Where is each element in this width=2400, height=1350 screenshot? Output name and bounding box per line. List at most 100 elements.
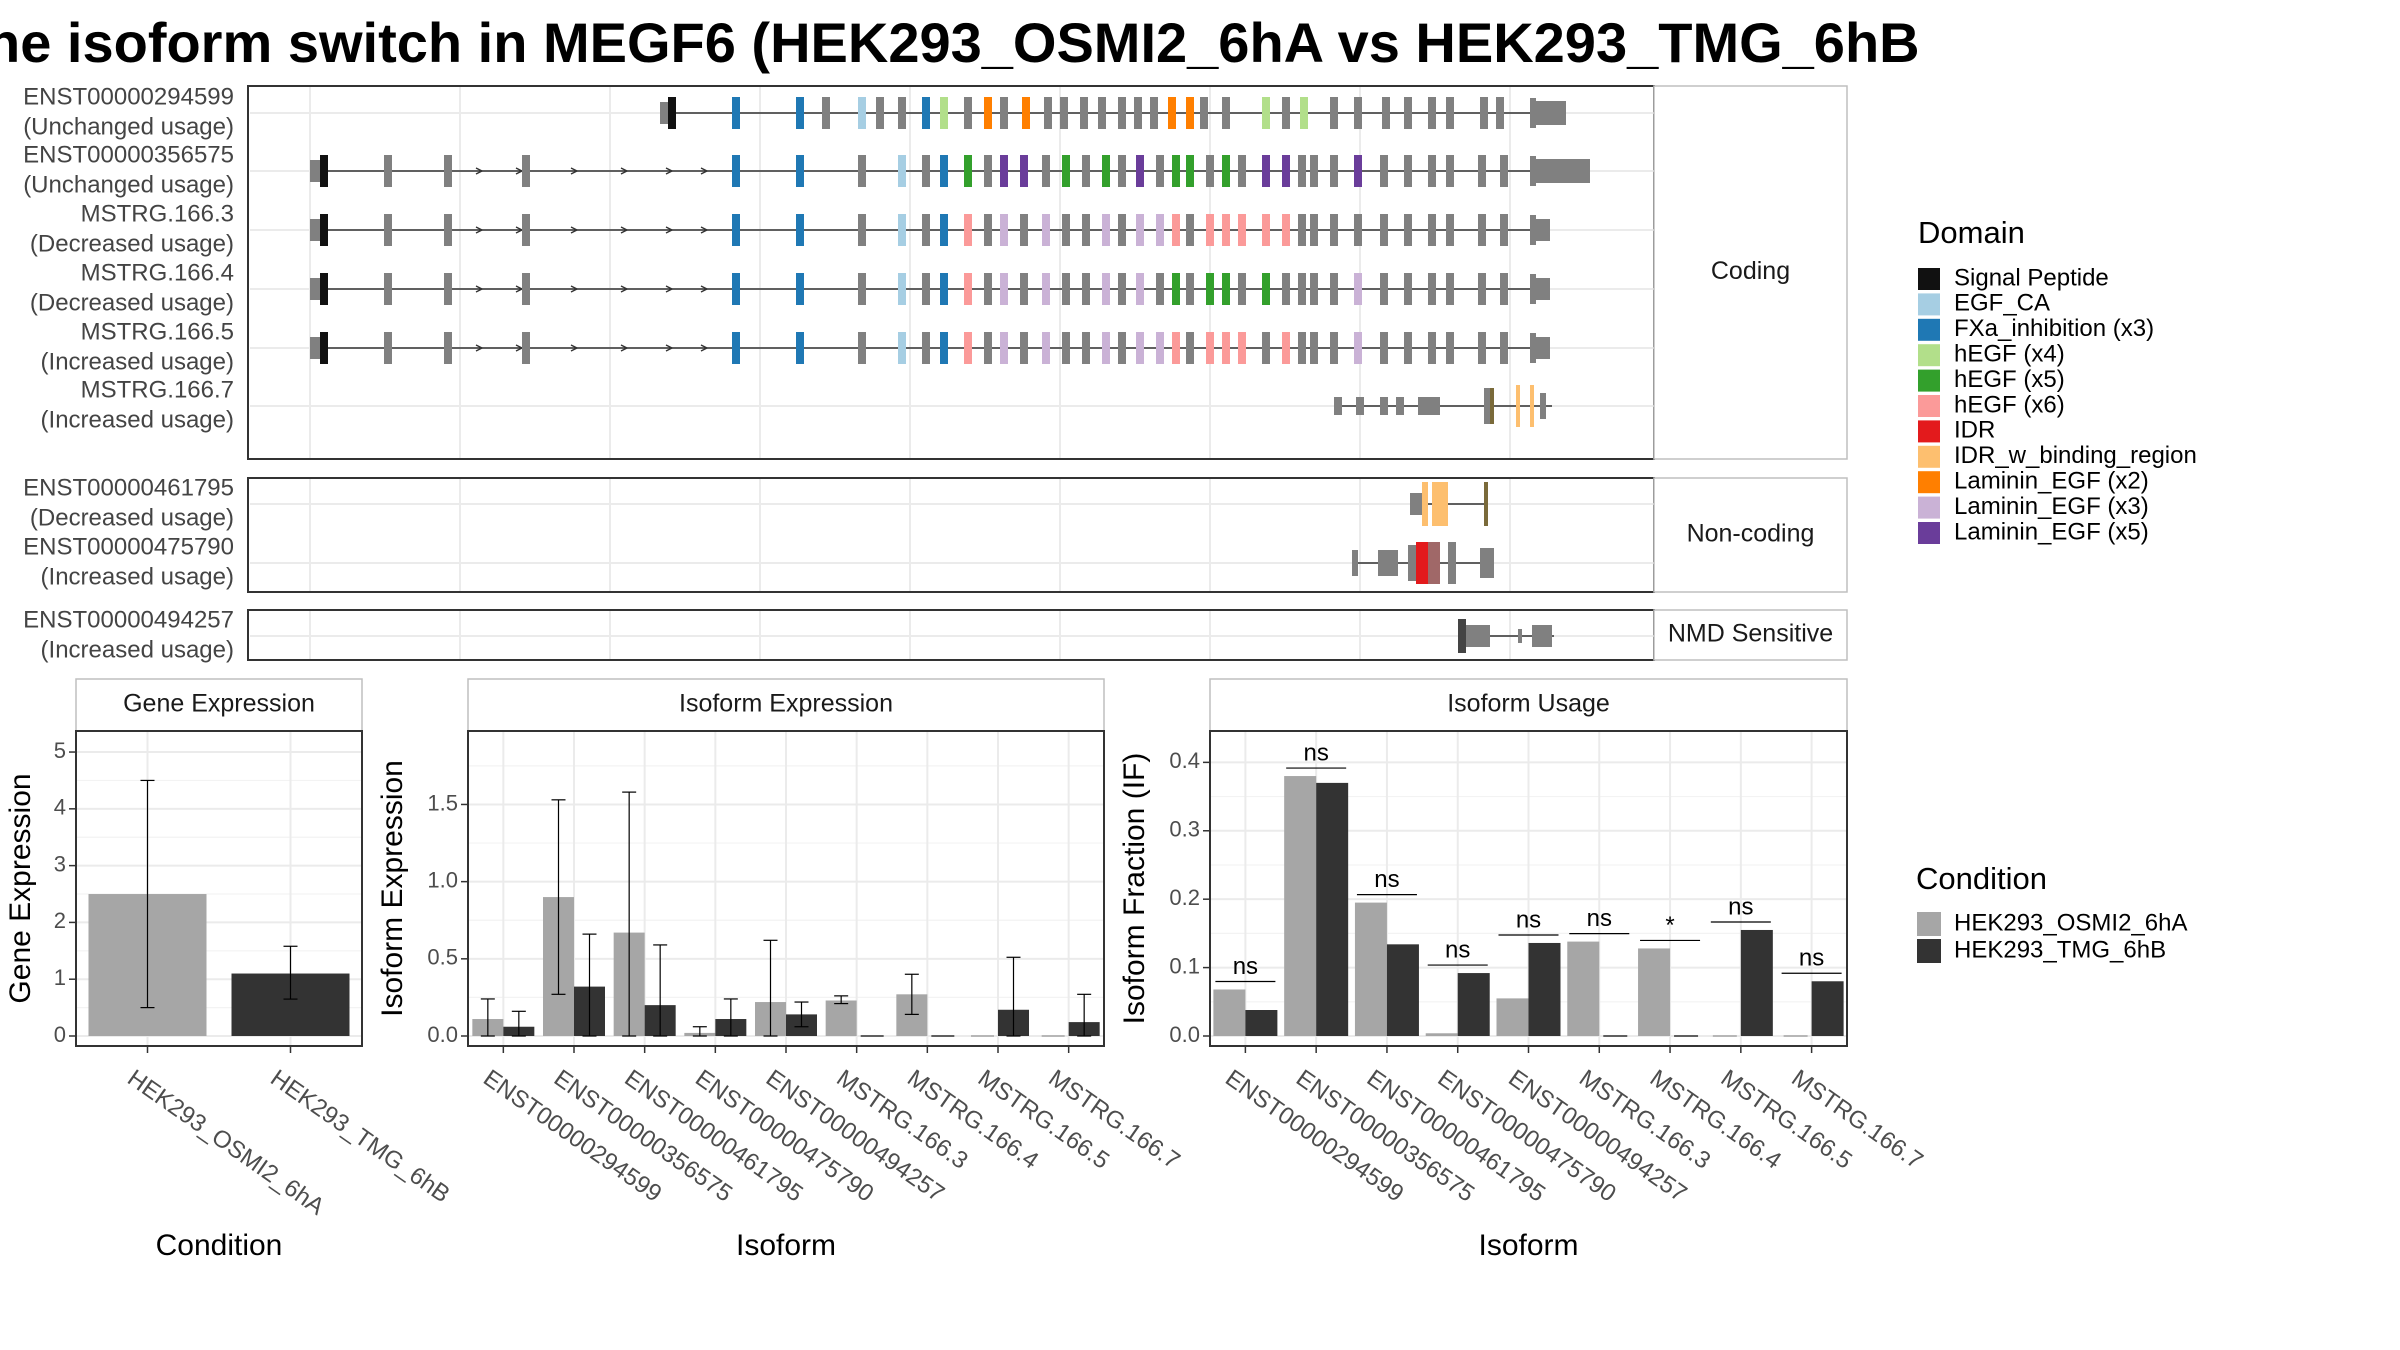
exon [858,332,866,364]
domain-exon [1000,332,1008,364]
exon [1408,545,1416,581]
transcript-usage-label: (Increased usage) [41,563,234,590]
exon [1020,214,1028,246]
domain-exon [796,332,804,364]
strand-arrow [665,285,674,293]
exon [922,155,930,187]
panel-strip-title: Isoform Usage [1447,690,1610,718]
exon [1356,397,1364,415]
facet-strip [1653,609,1848,661]
exon [1530,274,1536,304]
exon [1478,214,1486,246]
domain-exon [1102,155,1110,187]
domain-exon [1222,155,1230,187]
significance-label: ns [1374,866,1399,893]
exon [444,155,452,187]
bar [1528,942,1561,1036]
exon [522,273,530,305]
exon [660,102,668,124]
domain-exon [964,155,972,187]
domain-signal-peptide [320,332,328,364]
domain-exon [898,214,906,246]
exon [1404,332,1412,364]
domain-exon [1042,332,1050,364]
exon [1062,332,1070,364]
domain-exon [922,97,930,129]
exon [876,97,884,129]
exon [1150,97,1158,129]
structure-panel [247,85,1655,460]
exon [1200,97,1208,129]
facet-strip [1653,85,1848,460]
exon [1134,97,1142,129]
legend-swatch [1918,471,1940,494]
exon [1186,332,1194,364]
exon [1404,97,1412,129]
exon [1410,493,1422,515]
legend-swatch [1917,939,1941,963]
transcript-label: ENST00000356575 [23,141,234,168]
legend-swatch [1918,293,1940,316]
domain-signal-peptide [668,97,676,129]
exon [1478,155,1486,187]
transcript-usage-label: (Increased usage) [41,636,234,663]
y-tick-label: 5 [54,738,66,763]
domain-exon [1262,155,1270,187]
y-axis-title: Gene Expression [4,773,37,1003]
domain-exon [1206,273,1214,305]
strand-arrow [475,226,484,234]
domain-exon [1422,482,1428,526]
exon [984,155,992,187]
bar [1496,998,1529,1036]
exon [1428,332,1436,364]
exon [1352,550,1358,576]
bar [1567,941,1600,1036]
exon [1310,332,1318,364]
exon [1446,155,1454,187]
domain-exon [1136,155,1144,187]
exon [984,214,992,246]
exon [898,97,906,129]
exon [1310,273,1318,305]
panel-strip-title: Isoform Expression [679,690,893,718]
domain-exon [1042,214,1050,246]
exon [1380,214,1388,246]
exon [1426,397,1440,415]
exon [1382,97,1390,129]
legend-label: hEGF (x4) [1954,341,2065,368]
domain-exon [1530,385,1534,427]
y-tick-label: 0.3 [1169,817,1200,842]
domain-exon [1156,332,1164,364]
domain-exon [964,273,972,305]
exon [310,160,320,182]
strand-arrow [665,167,674,175]
domain-exon [1172,214,1180,246]
exon [1330,273,1338,305]
exon [1536,101,1566,125]
domain-exon [1222,214,1230,246]
exon [1480,548,1494,578]
domain-exon [898,332,906,364]
bar [1638,948,1671,1036]
domain-exon [940,332,948,364]
exon [1082,214,1090,246]
domain-exon [1000,273,1008,305]
domain-exon [858,97,866,129]
exon [1098,97,1106,129]
domain-exon [1432,482,1448,526]
legend-label: IDR_w_binding_region [1954,442,2197,469]
exon [984,273,992,305]
exon [1062,273,1070,305]
strand-arrow [620,285,629,293]
exon [1428,97,1436,129]
domain-exon [1020,155,1028,187]
domain-exon [984,97,992,129]
strand-arrow [620,167,629,175]
domain-exon [1484,482,1488,526]
domain-exon [1282,155,1290,187]
domain-exon [732,97,740,129]
exon [1518,629,1522,643]
exon [1060,97,1068,129]
exon [1540,393,1546,419]
exon [1118,155,1126,187]
